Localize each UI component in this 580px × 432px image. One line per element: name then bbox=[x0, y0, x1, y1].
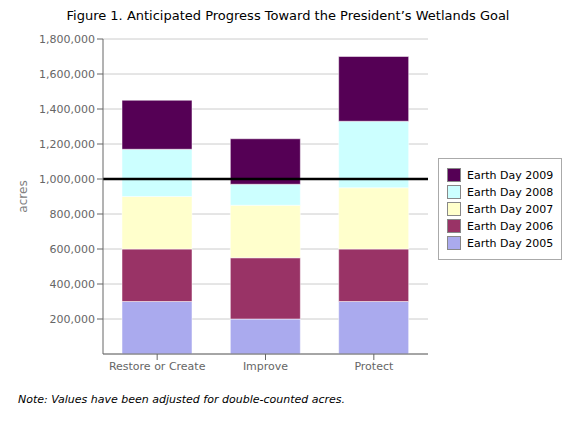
svg-text:800,000: 800,000 bbox=[50, 208, 96, 221]
html-text:Earth Day 2008: Earth Day 2008 bbox=[467, 185, 554, 199]
svg-text:600,000: 600,000 bbox=[50, 243, 96, 256]
html-text:Figure 1. Anticipated Progress: Figure 1. Anticipated Progress Toward th… bbox=[66, 8, 510, 23]
svg-text:1,800,000: 1,800,000 bbox=[39, 33, 95, 46]
svg-text:1,600,000: 1,600,000 bbox=[39, 68, 95, 81]
svg-text:Improve: Improve bbox=[243, 360, 288, 373]
svg-text:400,000: 400,000 bbox=[50, 278, 96, 291]
html-text:Earth Day 2006: Earth Day 2006 bbox=[467, 219, 554, 233]
svg-text:1,200,000: 1,200,000 bbox=[39, 138, 95, 151]
html-text:Earth Day 2007: Earth Day 2007 bbox=[467, 202, 554, 216]
svg-text:acres: acres bbox=[16, 180, 30, 212]
svg-text:1,000,000: 1,000,000 bbox=[39, 173, 95, 186]
html-text:Earth Day 2005: Earth Day 2005 bbox=[467, 236, 554, 250]
html-text:Earth Day 2009: Earth Day 2009 bbox=[467, 168, 554, 182]
svg-text:1,400,000: 1,400,000 bbox=[39, 103, 95, 116]
svg-text:Restore or Create: Restore or Create bbox=[109, 360, 206, 373]
svg-text:200,000: 200,000 bbox=[50, 313, 96, 326]
svg-text:Protect: Protect bbox=[354, 360, 394, 373]
html-text:Note: Values have been adjuste: Note: Values have been adjusted for doub… bbox=[18, 393, 345, 406]
